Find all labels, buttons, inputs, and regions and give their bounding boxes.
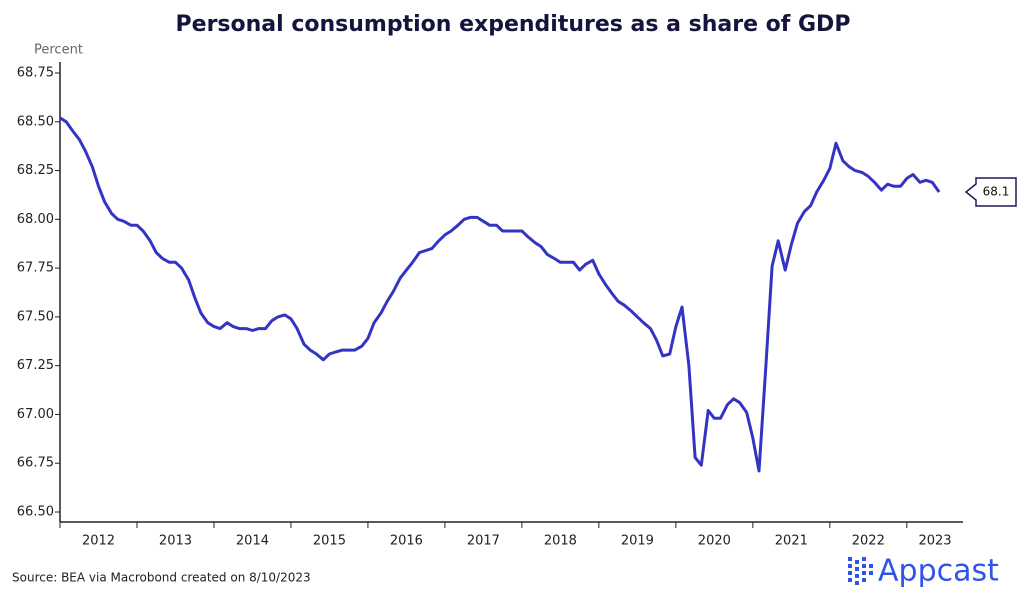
y-tick-label: 67.00 bbox=[17, 407, 54, 422]
y-tick-label: 68.75 bbox=[17, 66, 54, 81]
x-tick-label: 2018 bbox=[544, 534, 577, 549]
x-tick-label: 2013 bbox=[159, 534, 192, 549]
x-tick-label: 2021 bbox=[775, 534, 808, 549]
x-tick-label: 2014 bbox=[236, 534, 269, 549]
y-tick-label: 67.50 bbox=[17, 309, 54, 324]
y-tick-label: 68.25 bbox=[17, 163, 54, 178]
y-tick-label: 66.75 bbox=[17, 456, 54, 471]
x-tick-label: 2017 bbox=[467, 534, 500, 549]
logo-icon bbox=[848, 557, 873, 585]
end-label-box bbox=[964, 177, 1017, 207]
y-tick-label: 67.25 bbox=[17, 358, 54, 373]
chart-title: Personal consumption expenditures as a s… bbox=[176, 12, 851, 37]
logo-text: Appcast bbox=[878, 554, 999, 589]
end-label: 68.1 bbox=[983, 185, 1010, 199]
x-tick-label: 2012 bbox=[82, 534, 115, 549]
y-tick-label: 68.00 bbox=[17, 212, 54, 227]
y-tick-label: 68.50 bbox=[17, 114, 54, 129]
y-tick-label: 66.50 bbox=[17, 505, 54, 520]
x-tick-label: 2022 bbox=[852, 534, 885, 549]
x-tick-label: 2019 bbox=[621, 534, 654, 549]
x-tick-label: 2020 bbox=[698, 534, 731, 549]
y-tick-label: 67.75 bbox=[17, 261, 54, 276]
x-tick-label: 2023 bbox=[918, 534, 951, 549]
data-line bbox=[59, 116, 941, 473]
source-note: Source: BEA via Macrobond created on 8/1… bbox=[12, 571, 311, 585]
x-tick-label: 2015 bbox=[313, 534, 346, 549]
y-axis-label: Percent bbox=[34, 43, 83, 58]
x-tick-label: 2016 bbox=[390, 534, 423, 549]
